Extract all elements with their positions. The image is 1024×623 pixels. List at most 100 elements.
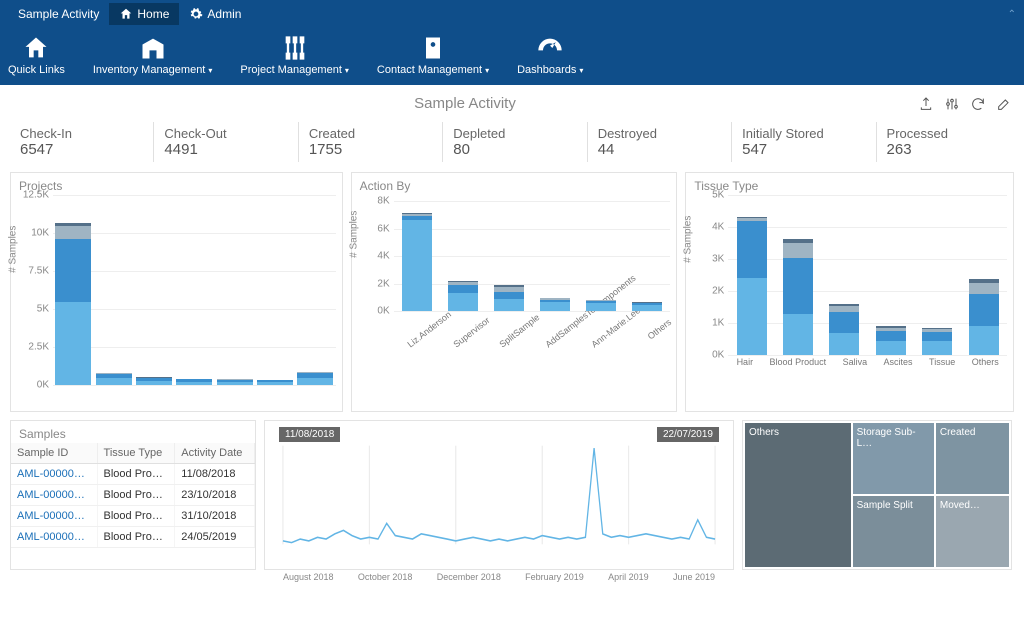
- contact-icon: [419, 34, 447, 62]
- stat-label: Depleted: [453, 126, 570, 141]
- timeline-x-label: August 2018: [283, 572, 334, 582]
- card-title: Samples: [11, 421, 255, 443]
- stat-label: Initially Stored: [742, 126, 859, 141]
- table-cell: AML-00000000000…: [11, 485, 97, 506]
- stat-card[interactable]: Created1755: [298, 122, 436, 162]
- table-cell: 23/10/2018: [175, 485, 255, 506]
- table-cell: AML-00000000000…: [11, 506, 97, 527]
- tab-home[interactable]: Home: [109, 3, 179, 25]
- chart-bar[interactable]: [783, 239, 813, 355]
- refresh-icon[interactable]: [970, 96, 986, 112]
- table-row[interactable]: AML-00000000000…Blood Pro…11/08/2018: [11, 464, 255, 485]
- timeline-x-label: October 2018: [358, 572, 413, 582]
- timeline-chart-card: 11/08/2018 22/07/2019 August 2018October…: [264, 420, 734, 570]
- chart-bar[interactable]: [96, 373, 132, 385]
- treemap-cell[interactable]: Moved…: [936, 496, 1009, 567]
- table-row[interactable]: AML-00000000000…Blood Pro…31/10/2018: [11, 506, 255, 527]
- chart-bar[interactable]: [922, 328, 952, 356]
- chart-bar[interactable]: [448, 281, 478, 312]
- chart-bar[interactable]: [257, 380, 293, 386]
- treemap-card: OthersStorage Sub-L…CreatedSample SplitM…: [742, 420, 1012, 570]
- ribbon-project[interactable]: Project Management▾: [240, 34, 349, 77]
- stat-label: Check-Out: [164, 126, 281, 141]
- gear-icon: [189, 7, 203, 21]
- table-cell: Blood Pro…: [97, 527, 175, 548]
- chart-bar[interactable]: [402, 213, 432, 311]
- table-cell: 24/05/2019: [175, 527, 255, 548]
- chart-bar[interactable]: [217, 379, 253, 385]
- chart-bar[interactable]: [632, 302, 662, 311]
- table-cell: AML-00000000000…: [11, 464, 97, 485]
- bottom-row: Samples Sample IDTissue TypeActivity Dat…: [0, 420, 1024, 570]
- stat-card[interactable]: Processed263: [876, 122, 1014, 162]
- filter-icon[interactable]: [944, 96, 960, 112]
- table-header[interactable]: Tissue Type: [97, 443, 175, 464]
- ribbon-quick-links[interactable]: Quick Links: [8, 34, 65, 77]
- chart-bar[interactable]: [876, 326, 906, 355]
- page-header: Sample Activity: [0, 85, 1024, 118]
- export-icon[interactable]: [918, 96, 934, 112]
- stat-card[interactable]: Check-In6547: [10, 122, 147, 162]
- table-cell: 31/10/2018: [175, 506, 255, 527]
- table-header[interactable]: Sample ID: [11, 443, 97, 464]
- stat-value: 1755: [309, 141, 426, 158]
- table-row[interactable]: AML-00000000000…Blood Pro…23/10/2018: [11, 485, 255, 506]
- chart-bar[interactable]: [969, 279, 999, 355]
- table-cell: Blood Pro…: [97, 485, 175, 506]
- chart-bar[interactable]: [136, 377, 172, 385]
- treemap-cell[interactable]: Others: [745, 423, 851, 567]
- warehouse-icon: [139, 34, 167, 62]
- ribbon-nav: Quick Links Inventory Management▾ Projec…: [0, 28, 1024, 85]
- charts-row: Projects # Samples 0K2.5K5K7.5K10K12.5K …: [0, 172, 1024, 420]
- home-icon: [119, 7, 133, 21]
- timeline-x-labels: August 2018October 2018December 2018Febr…: [265, 572, 733, 582]
- page-title: Sample Activity: [12, 95, 918, 112]
- ribbon-dashboards[interactable]: Dashboards▾: [517, 34, 583, 77]
- treemap-cell[interactable]: Storage Sub-L…: [853, 423, 934, 494]
- stat-value: 44: [598, 141, 715, 158]
- treemap-cell[interactable]: Created: [936, 423, 1009, 494]
- stat-card[interactable]: Destroyed44: [587, 122, 725, 162]
- chart-bar[interactable]: [829, 304, 859, 355]
- chart-bar[interactable]: [176, 379, 212, 386]
- stat-value: 6547: [20, 141, 137, 158]
- treemap: OthersStorage Sub-L…CreatedSample SplitM…: [743, 421, 1011, 569]
- home-icon: [22, 34, 50, 62]
- tab-sample-activity[interactable]: Sample Activity: [8, 3, 109, 25]
- x-tick-label: Others: [972, 357, 999, 367]
- stat-label: Destroyed: [598, 126, 715, 141]
- table-cell: AML-00000000000…: [11, 527, 97, 548]
- ribbon-label: Contact Management▾: [377, 64, 489, 77]
- collapse-chevron-icon[interactable]: ⌃: [1008, 9, 1016, 20]
- treemap-cell[interactable]: Sample Split: [853, 496, 934, 567]
- ribbon-label: Project Management▾: [240, 64, 349, 77]
- stat-value: 4491: [164, 141, 281, 158]
- stat-card[interactable]: Depleted80: [442, 122, 580, 162]
- stat-card[interactable]: Check-Out4491: [153, 122, 291, 162]
- table-row[interactable]: AML-00000000000…Blood Pro…24/05/2019: [11, 527, 255, 548]
- tab-label: Admin: [207, 7, 241, 21]
- stat-value: 80: [453, 141, 570, 158]
- stat-card[interactable]: Initially Stored547: [731, 122, 869, 162]
- top-tab-bar: Sample Activity Home Admin ⌃: [0, 0, 1024, 28]
- x-tick-label: Hair: [737, 357, 754, 367]
- timeline-end-badge: 22/07/2019: [657, 427, 719, 442]
- chart-bar[interactable]: [55, 223, 91, 386]
- x-tick-label: Saliva: [843, 357, 868, 367]
- chart-bar[interactable]: [540, 298, 570, 311]
- x-tick-label: Tissue: [929, 357, 955, 367]
- chart-bar[interactable]: [586, 300, 616, 312]
- ribbon-inventory[interactable]: Inventory Management▾: [93, 34, 213, 77]
- tab-admin[interactable]: Admin: [179, 3, 251, 25]
- chart-bar[interactable]: [297, 372, 333, 385]
- chart-bar[interactable]: [737, 217, 767, 355]
- ribbon-label: Inventory Management▾: [93, 64, 213, 77]
- table-header[interactable]: Activity Date: [175, 443, 255, 464]
- timeline-start-badge: 11/08/2018: [279, 427, 340, 442]
- chart-bar[interactable]: [494, 285, 524, 311]
- ribbon-contact[interactable]: Contact Management▾: [377, 34, 489, 77]
- action-by-chart-card: Action By # Samples 0K2K4K6K8K Liz.Ander…: [351, 172, 678, 412]
- edit-icon[interactable]: [996, 96, 1012, 112]
- samples-table: Sample IDTissue TypeActivity Date AML-00…: [11, 443, 255, 548]
- samples-table-card: Samples Sample IDTissue TypeActivity Dat…: [10, 420, 256, 570]
